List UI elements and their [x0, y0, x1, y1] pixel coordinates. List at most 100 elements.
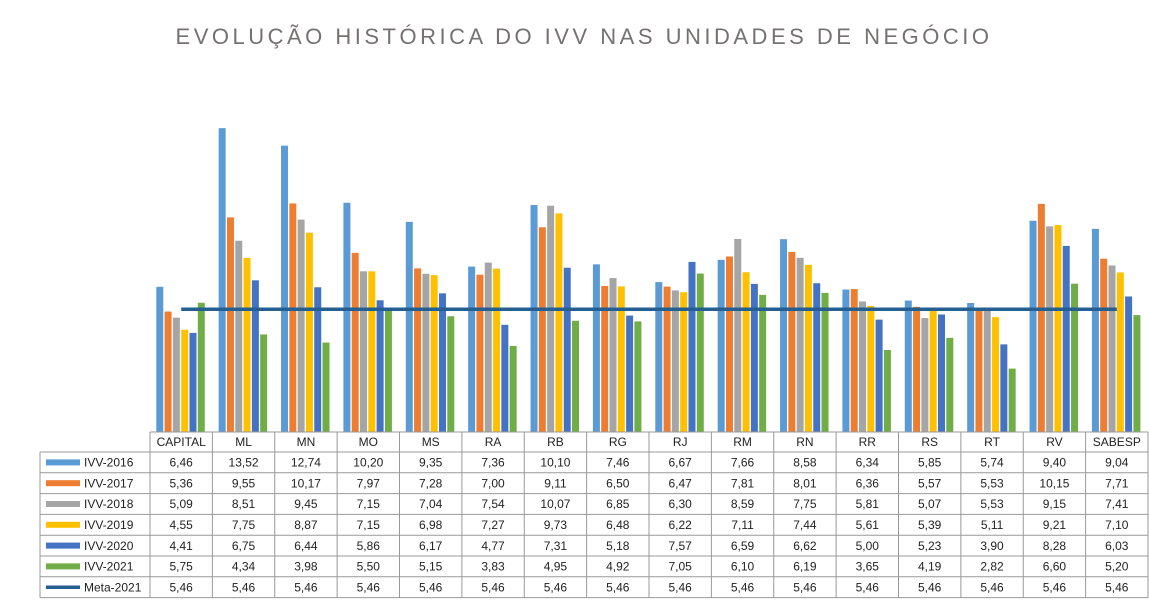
bar [555, 213, 563, 432]
data-label: 4,19 [918, 560, 942, 574]
bar [484, 262, 492, 432]
bar [243, 257, 251, 432]
column-header: RB [547, 435, 564, 449]
data-label: 7,15 [357, 497, 381, 511]
data-label: 5,46 [856, 580, 880, 594]
data-label: 4,95 [544, 560, 568, 574]
bar [572, 320, 580, 432]
bar [1062, 245, 1070, 432]
bar [725, 256, 733, 432]
data-label: 3,65 [856, 560, 880, 574]
data-label: 10,20 [353, 456, 383, 470]
data-label: 5,81 [856, 497, 880, 511]
column-header: RV [1046, 435, 1062, 449]
bar [468, 266, 476, 432]
column-header: ML [235, 435, 252, 449]
column-header: MO [359, 435, 378, 449]
data-label: 5,46 [170, 580, 194, 594]
data-label: 3,90 [980, 539, 1004, 553]
legend-label: Meta-2021 [84, 580, 142, 594]
bar [235, 240, 243, 432]
data-label: 7,81 [731, 476, 755, 490]
bar [530, 205, 538, 432]
bar [937, 314, 945, 432]
data-label: 8,51 [232, 497, 256, 511]
bar [913, 306, 921, 432]
bar [322, 342, 330, 432]
bar [688, 261, 696, 432]
bar [1071, 283, 1079, 432]
data-label: 5,74 [980, 456, 1004, 470]
bar [921, 318, 929, 432]
bar [788, 251, 796, 432]
legend-swatch [46, 563, 80, 570]
data-label: 5,09 [170, 497, 194, 511]
data-label: 6,75 [232, 539, 256, 553]
bar [1054, 225, 1062, 432]
bar [181, 329, 189, 432]
column-header: RT [984, 435, 1000, 449]
bar [509, 345, 517, 432]
data-label: 6,98 [419, 518, 443, 532]
bar [626, 315, 634, 432]
data-label: 7,41 [1105, 497, 1129, 511]
bar [1037, 203, 1045, 432]
bar [634, 321, 642, 432]
bar [501, 324, 509, 432]
data-label: 5,15 [419, 560, 443, 574]
data-label: 7,97 [357, 476, 381, 490]
data-label: 6,47 [669, 476, 693, 490]
data-label: 5,61 [856, 518, 880, 532]
bar [883, 349, 891, 432]
column-header: RS [921, 435, 938, 449]
bar [538, 227, 546, 432]
data-label: 5,85 [918, 456, 942, 470]
bar [197, 302, 205, 432]
data-label: 7,00 [481, 476, 505, 490]
bar [384, 308, 392, 432]
data-label: 7,75 [793, 497, 817, 511]
data-label: 7,36 [481, 456, 505, 470]
data-label: 5,46 [1043, 580, 1067, 594]
data-label: 5,46 [1105, 580, 1129, 594]
data-label: 4,34 [232, 560, 256, 574]
data-label: 6,19 [793, 560, 817, 574]
column-header: RJ [673, 435, 688, 449]
data-label: 6,22 [669, 518, 693, 532]
data-label: 9,15 [1043, 497, 1067, 511]
bar [189, 332, 197, 432]
data-label: 6,48 [606, 518, 630, 532]
data-label: 9,21 [1043, 518, 1067, 532]
legend-label: IVV-2019 [84, 518, 134, 532]
bar [438, 293, 446, 432]
data-label: 5,75 [170, 560, 194, 574]
column-header: SABESP [1093, 435, 1141, 449]
data-label: 7,57 [669, 539, 693, 553]
bar [1046, 226, 1054, 432]
data-label: 6,50 [606, 476, 630, 490]
bar [821, 292, 829, 432]
bar [983, 307, 991, 432]
bar [655, 282, 663, 432]
bar [734, 238, 742, 432]
data-label: 5,53 [980, 476, 1004, 490]
bar [1133, 315, 1141, 432]
data-label: 5,86 [357, 539, 381, 553]
column-header: CAPITAL [157, 435, 206, 449]
data-label: 5,46 [606, 580, 630, 594]
data-label: 9,40 [1043, 456, 1067, 470]
legend-label: IVV-2016 [84, 456, 134, 470]
bar [414, 268, 422, 432]
data-label: 8,59 [731, 497, 755, 511]
data-label: 4,41 [170, 539, 194, 553]
data-label: 5,18 [606, 539, 630, 553]
data-label: 5,46 [980, 580, 1004, 594]
data-label: 7,31 [544, 539, 568, 553]
data-label: 6,62 [793, 539, 817, 553]
bar [297, 219, 305, 432]
legend-swatch [46, 459, 80, 466]
chart-title: EVOLUÇÃO HISTÓRICA DO IVV NAS UNIDADES D… [176, 24, 993, 49]
data-label: 9,35 [419, 456, 443, 470]
bar [368, 271, 376, 432]
